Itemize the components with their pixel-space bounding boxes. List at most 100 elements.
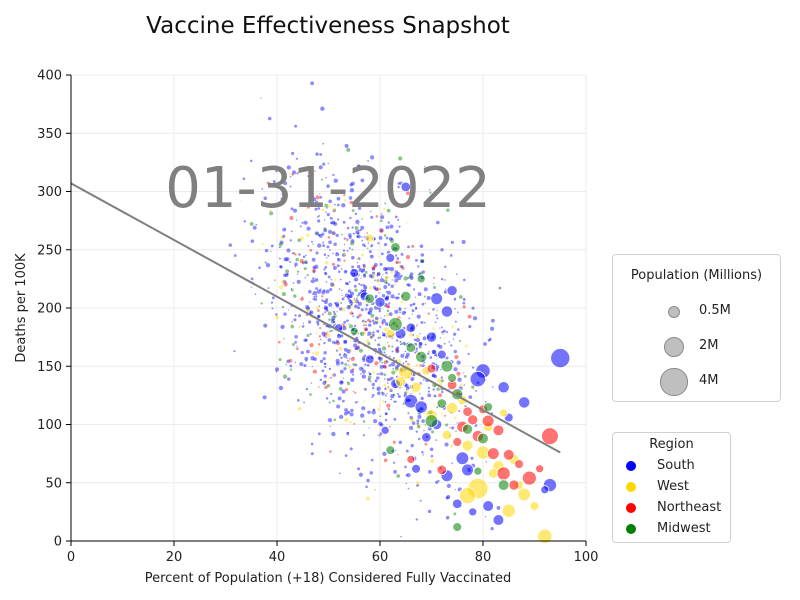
small-county-dot — [381, 361, 384, 364]
small-county-dot — [463, 297, 465, 300]
small-county-dot — [402, 341, 406, 345]
small-county-dot — [374, 317, 379, 323]
small-county-dot — [382, 451, 387, 457]
data-point-northeast — [452, 437, 463, 447]
data-point-south — [452, 498, 463, 509]
small-county-dot — [433, 394, 437, 398]
data-point-northeast — [496, 466, 511, 481]
small-county-dot — [298, 314, 302, 318]
small-county-dot — [364, 363, 367, 366]
small-county-dot — [314, 170, 316, 172]
small-county-dot — [471, 306, 475, 310]
small-county-dot — [302, 203, 305, 207]
small-county-dot — [361, 367, 364, 370]
small-county-dot — [410, 418, 414, 422]
small-county-dot — [282, 279, 287, 284]
data-point-south — [461, 463, 474, 477]
small-county-dot — [261, 188, 264, 190]
small-county-dot — [326, 257, 328, 259]
small-county-dot — [336, 203, 340, 207]
small-county-dot — [323, 228, 328, 233]
x-tick-label: 80 — [475, 550, 492, 565]
small-county-dot — [312, 298, 315, 300]
small-county-dot — [298, 253, 301, 256]
small-county-dot — [361, 239, 364, 242]
data-point-west — [529, 501, 540, 511]
small-county-dot — [335, 303, 340, 308]
small-county-dot — [303, 220, 308, 225]
small-county-dot — [350, 291, 355, 296]
small-county-dot — [338, 346, 343, 351]
small-county-dot — [394, 270, 399, 274]
population-legend-marker — [660, 368, 688, 396]
small-county-dot — [341, 389, 346, 394]
small-county-dot — [440, 379, 444, 383]
small-county-dot — [290, 288, 293, 290]
small-county-dot — [434, 384, 437, 387]
small-county-dot — [340, 361, 344, 365]
small-county-dot — [371, 273, 376, 278]
small-county-dot — [420, 258, 425, 263]
small-county-dot — [357, 301, 362, 307]
small-county-dot — [342, 249, 346, 252]
small-county-dot — [314, 351, 320, 356]
small-county-dot — [309, 310, 314, 315]
small-county-dot — [372, 408, 374, 410]
small-county-dot — [349, 301, 354, 305]
small-county-dot — [396, 271, 401, 277]
small-county-dot — [440, 413, 443, 416]
small-county-dot — [367, 160, 369, 162]
small-county-dot — [289, 175, 292, 178]
small-county-dot — [388, 364, 392, 367]
small-county-dot — [385, 271, 388, 275]
small-county-dot — [374, 489, 376, 491]
small-county-dot — [374, 288, 376, 290]
small-county-dot — [404, 465, 407, 469]
small-county-dot — [374, 321, 377, 323]
small-county-dot — [342, 308, 346, 312]
small-county-dot — [323, 305, 328, 310]
small-county-dot — [391, 350, 394, 353]
small-county-dot — [443, 342, 446, 345]
small-county-dot — [311, 257, 316, 262]
small-county-dot — [357, 302, 359, 304]
small-county-dot — [413, 338, 417, 342]
small-county-dot — [360, 283, 363, 287]
small-county-dot — [398, 261, 402, 264]
small-county-dot — [324, 380, 327, 383]
data-point-midwest — [473, 466, 483, 476]
small-county-dot — [420, 253, 425, 257]
small-county-dot — [383, 378, 386, 380]
small-county-dot — [369, 320, 372, 323]
data-point-northeast — [521, 470, 537, 486]
data-point-northeast — [508, 479, 520, 491]
small-county-dot — [382, 273, 384, 276]
small-county-dot — [472, 316, 478, 321]
small-county-dot — [333, 178, 338, 183]
small-county-dot — [388, 312, 393, 316]
small-county-dot — [385, 236, 389, 240]
small-county-dot — [286, 165, 291, 170]
small-county-dot — [302, 322, 305, 325]
small-county-dot — [349, 357, 351, 360]
small-county-dot — [349, 295, 353, 299]
small-county-dot — [394, 309, 399, 314]
small-county-dot — [382, 364, 387, 369]
small-county-dot — [382, 266, 388, 272]
small-county-dot — [394, 215, 398, 219]
small-county-dot — [288, 172, 292, 175]
small-county-dot — [405, 360, 408, 363]
small-county-dot — [346, 324, 348, 326]
small-county-dot — [383, 208, 386, 211]
small-county-dot — [378, 236, 383, 240]
small-county-dot — [315, 152, 319, 156]
small-county-dot — [360, 413, 365, 418]
small-county-dot — [275, 170, 278, 173]
small-county-dot — [349, 183, 353, 187]
small-county-dot — [291, 342, 295, 346]
small-county-dot — [423, 429, 425, 432]
small-county-dot — [306, 226, 311, 231]
data-point-south — [364, 354, 375, 365]
small-county-dot — [324, 379, 328, 384]
small-county-dot — [282, 227, 287, 232]
